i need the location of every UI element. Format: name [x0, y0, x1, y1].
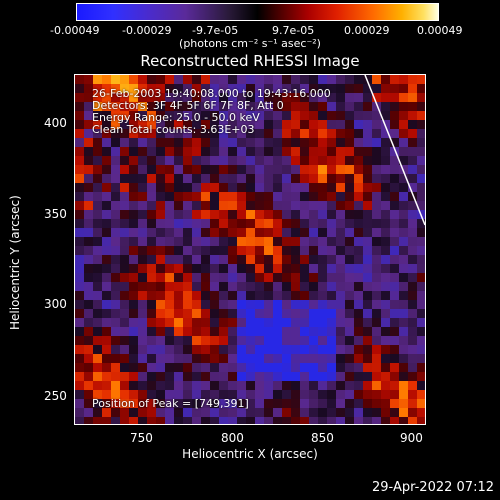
limb-line: [364, 75, 425, 226]
image-title: Reconstructed RHESSI Image: [140, 52, 360, 70]
y-tick-label: 400: [44, 116, 67, 130]
colorbar-tick: -0.00029: [122, 24, 172, 37]
heatmap: [75, 75, 425, 424]
overlay-detectors: Detectors: 3F 4F 5F 6F 7F 8F, Att 0: [92, 99, 284, 112]
peak-position: Position of Peak = [749,391]: [92, 397, 249, 410]
x-tick-label: 750: [130, 431, 153, 445]
colorbar-tick: 9.7e-05: [272, 24, 315, 37]
colorbar-tick: -0.00049: [50, 24, 100, 37]
overlay-energy: Energy Range: 25.0 - 50.0 keV: [92, 111, 260, 124]
colorbar: [76, 3, 439, 21]
image-plot: [74, 74, 426, 425]
colorbar-units: (photons cm⁻² s⁻¹ asec⁻²): [179, 37, 321, 50]
heatmap-cells: [75, 75, 425, 424]
y-tick-label: 300: [44, 297, 67, 311]
overlay-time: 26-Feb-2003 19:40:08.000 to 19:43:16.000: [92, 87, 331, 100]
overlay-counts: Clean Total counts: 3.63E+03: [92, 123, 255, 136]
x-axis-label: Heliocentric X (arcsec): [182, 447, 318, 461]
colorbar-tick: -9.7e-05: [192, 24, 239, 37]
x-tick-label: 800: [221, 431, 244, 445]
y-axis-label: Heliocentric Y (arcsec): [8, 195, 22, 330]
colorbar-tick: 0.00049: [417, 24, 463, 37]
x-tick-label: 900: [400, 431, 423, 445]
y-tick-label: 250: [44, 389, 67, 403]
colorbar-tick: 0.00029: [344, 24, 390, 37]
footer-date: 29-Apr-2022 07:12: [372, 480, 494, 495]
x-tick-label: 850: [311, 431, 334, 445]
y-tick-label: 350: [44, 207, 67, 221]
